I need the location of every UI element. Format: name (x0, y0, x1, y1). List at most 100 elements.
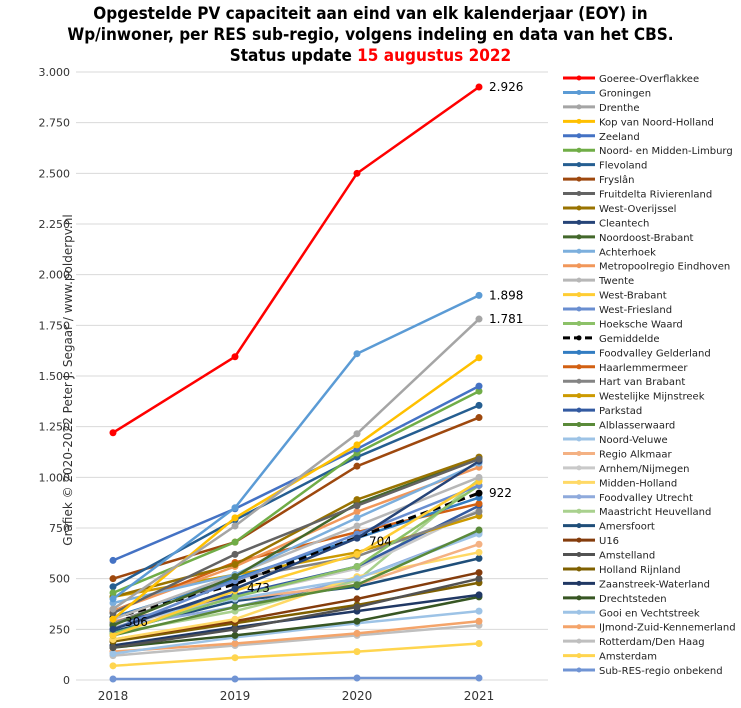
series-line (112, 595, 480, 649)
series-line (112, 577, 480, 649)
legend-item: Foodvalley Gelderland (563, 348, 711, 359)
legend-marker (576, 219, 582, 225)
series-line (112, 462, 480, 605)
legend-label: Maastricht Heuvelland (599, 507, 711, 518)
legend-label: Twente (598, 276, 634, 287)
data-point (231, 593, 239, 601)
legend-marker (576, 292, 582, 298)
legend-marker (576, 450, 582, 456)
series-line (112, 318, 480, 611)
legend-label: Gooi en Vechtstreek (599, 608, 700, 619)
legend-marker (576, 508, 582, 514)
legend-marker (576, 335, 582, 341)
legend-item: Gooi en Vechtstreek (563, 608, 700, 619)
data-point (231, 615, 239, 623)
data-point (353, 629, 361, 637)
data-point (231, 654, 239, 662)
series-line (112, 476, 480, 621)
legend-marker (576, 364, 582, 370)
data-point (475, 291, 483, 299)
data-point (231, 640, 239, 648)
chart-title: Opgestelde PV capaciteit aan eind van el… (37, 4, 704, 67)
legend-marker (576, 104, 582, 110)
data-point (231, 573, 239, 581)
data-point (109, 556, 117, 564)
legend-marker (576, 653, 582, 659)
data-point (353, 496, 361, 504)
legend-label: Parkstad (599, 406, 642, 417)
legend-marker (576, 595, 582, 601)
legend-item: Maastricht Heuvelland (563, 507, 711, 518)
data-point (475, 382, 483, 390)
legend-label: Fruitdelta Rivierenland (599, 190, 712, 201)
legend-item: Fryslân (563, 174, 635, 186)
legend-item: Regio Alkmaar (563, 449, 672, 460)
legend-item: Foodvalley Utrecht (563, 493, 693, 504)
legend-marker (576, 407, 582, 413)
legend-label: Noord-Veluwe (599, 435, 668, 446)
legend-item: Groningen (563, 88, 651, 99)
data-point (475, 548, 483, 556)
data-point (353, 581, 361, 589)
legend-marker (576, 566, 582, 572)
data-point (231, 538, 239, 546)
legend-marker (576, 118, 582, 124)
legend-label: West-Brabant (599, 291, 667, 302)
series-line (112, 460, 480, 631)
data-point (475, 674, 483, 682)
data-point (353, 508, 361, 516)
data-point (353, 563, 361, 571)
title-line-1: Opgestelde PV capaciteit aan eind van el… (93, 4, 648, 24)
data-point (475, 554, 483, 562)
legend-label: IJmond-Zuid-Kennemerland (599, 623, 736, 634)
legend-item: Noord- en Midden-Limburg (563, 146, 733, 157)
series-line (112, 416, 480, 580)
legend-marker (576, 176, 582, 182)
legend-item: Amsterdam (563, 652, 657, 663)
y-tick-label: 500 (49, 573, 70, 586)
legend-marker (576, 306, 582, 312)
data-point (475, 455, 483, 463)
legend-item: Sub-RES-regio onbekend (563, 666, 723, 677)
legend-item: Amersfoort (563, 522, 655, 533)
data-point (109, 650, 117, 658)
legend-marker (576, 580, 582, 586)
legend-marker (576, 609, 582, 615)
watermark: Grafiek © 2020-2022 Peter J. Segaar / ww… (61, 214, 75, 545)
x-tick-label: 2019 (220, 689, 251, 703)
data-point (475, 640, 483, 648)
legend-marker (576, 162, 582, 168)
legend-marker (576, 422, 582, 428)
series-line (112, 484, 480, 631)
data-point (109, 575, 117, 583)
data-point (475, 387, 483, 395)
data-label: 473 (247, 581, 270, 595)
data-label: 704 (369, 534, 392, 548)
title-line-2: Wp/inwoner, per RES sub-regio, volgens i… (67, 25, 674, 45)
data-point (109, 605, 117, 613)
data-label: 922 (489, 486, 512, 500)
legend-marker (576, 465, 582, 471)
legend-item: Amstelland (563, 551, 655, 562)
data-point (475, 489, 483, 497)
legend-label: Alblasserwaard (599, 421, 675, 432)
data-point (231, 560, 239, 568)
legend-label: Noordoost-Brabant (599, 233, 694, 244)
legend-item: Cleantech (563, 218, 649, 229)
x-tick-label: 2020 (342, 689, 373, 703)
legend-label: Haarlemmermeer (599, 363, 688, 374)
series-line (112, 624, 480, 657)
series-line (112, 457, 480, 615)
legend-item: Noordoost-Brabant (563, 233, 694, 244)
y-tick-label: 1.000 (39, 471, 71, 484)
data-point (231, 353, 239, 361)
legend-marker (576, 320, 582, 326)
data-point (353, 522, 361, 530)
data-point (231, 550, 239, 558)
legend-label: Metropoolregio Eindhoven (599, 262, 730, 273)
title-line-3: Status update 15 augustus 2022 (37, 46, 704, 67)
legend-marker (576, 537, 582, 543)
legend-label: Hart van Brabant (599, 377, 685, 388)
legend-label: Holland Rijnland (599, 565, 681, 576)
legend-label: Hoeksche Waard (599, 319, 683, 330)
